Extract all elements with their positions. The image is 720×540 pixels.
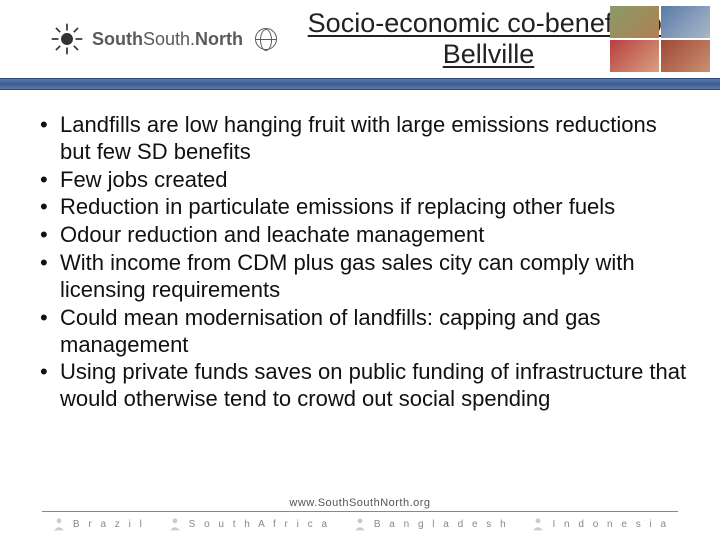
logo: SouthSouth.North xyxy=(0,22,277,56)
slide-header: SouthSouth.North Socio-economic co-benef… xyxy=(0,0,720,78)
bullet-item: Could mean modernisation of landfills: c… xyxy=(30,305,690,359)
bullet-list: Landfills are low hanging fruit with lar… xyxy=(30,112,690,413)
sun-icon xyxy=(50,22,84,56)
bullet-item: Landfills are low hanging fruit with lar… xyxy=(30,112,690,166)
footer-divider xyxy=(42,511,678,512)
thumbnail xyxy=(661,40,710,72)
divider-bar xyxy=(0,78,720,90)
slide-body: Landfills are low hanging fruit with lar… xyxy=(0,90,720,413)
country-label: B r a z i l xyxy=(73,519,145,530)
logo-text: SouthSouth.North xyxy=(92,29,243,50)
bullet-item: With income from CDM plus gas sales city… xyxy=(30,250,690,304)
thumbnail xyxy=(661,6,710,38)
country-item: I n d o n e s i a xyxy=(530,516,669,532)
country-label: I n d o n e s i a xyxy=(552,519,669,530)
country-item: B r a z i l xyxy=(51,516,145,532)
bullet-item: Few jobs created xyxy=(30,167,690,194)
person-icon xyxy=(352,516,368,532)
person-icon xyxy=(167,516,183,532)
country-item: B a n g l a d e s h xyxy=(352,516,509,532)
thumbnail xyxy=(610,40,659,72)
country-strip: B r a z i l S o u t h A f r i c a B a n … xyxy=(0,516,720,532)
bullet-item: Reduction in particulate emissions if re… xyxy=(30,194,690,221)
country-label: S o u t h A f r i c a xyxy=(189,519,330,530)
bullet-item: Using private funds saves on public fund… xyxy=(30,359,690,413)
person-icon xyxy=(530,516,546,532)
person-icon xyxy=(51,516,67,532)
footer-url: www.SouthSouthNorth.org xyxy=(0,497,720,509)
globe-icon xyxy=(255,28,277,50)
bullet-item: Odour reduction and leachate management xyxy=(30,222,690,249)
country-label: B a n g l a d e s h xyxy=(374,519,509,530)
slide-footer: www.SouthSouthNorth.org B r a z i l S o … xyxy=(0,497,720,532)
thumbnail xyxy=(610,6,659,38)
photo-collage xyxy=(610,6,710,72)
country-item: S o u t h A f r i c a xyxy=(167,516,330,532)
